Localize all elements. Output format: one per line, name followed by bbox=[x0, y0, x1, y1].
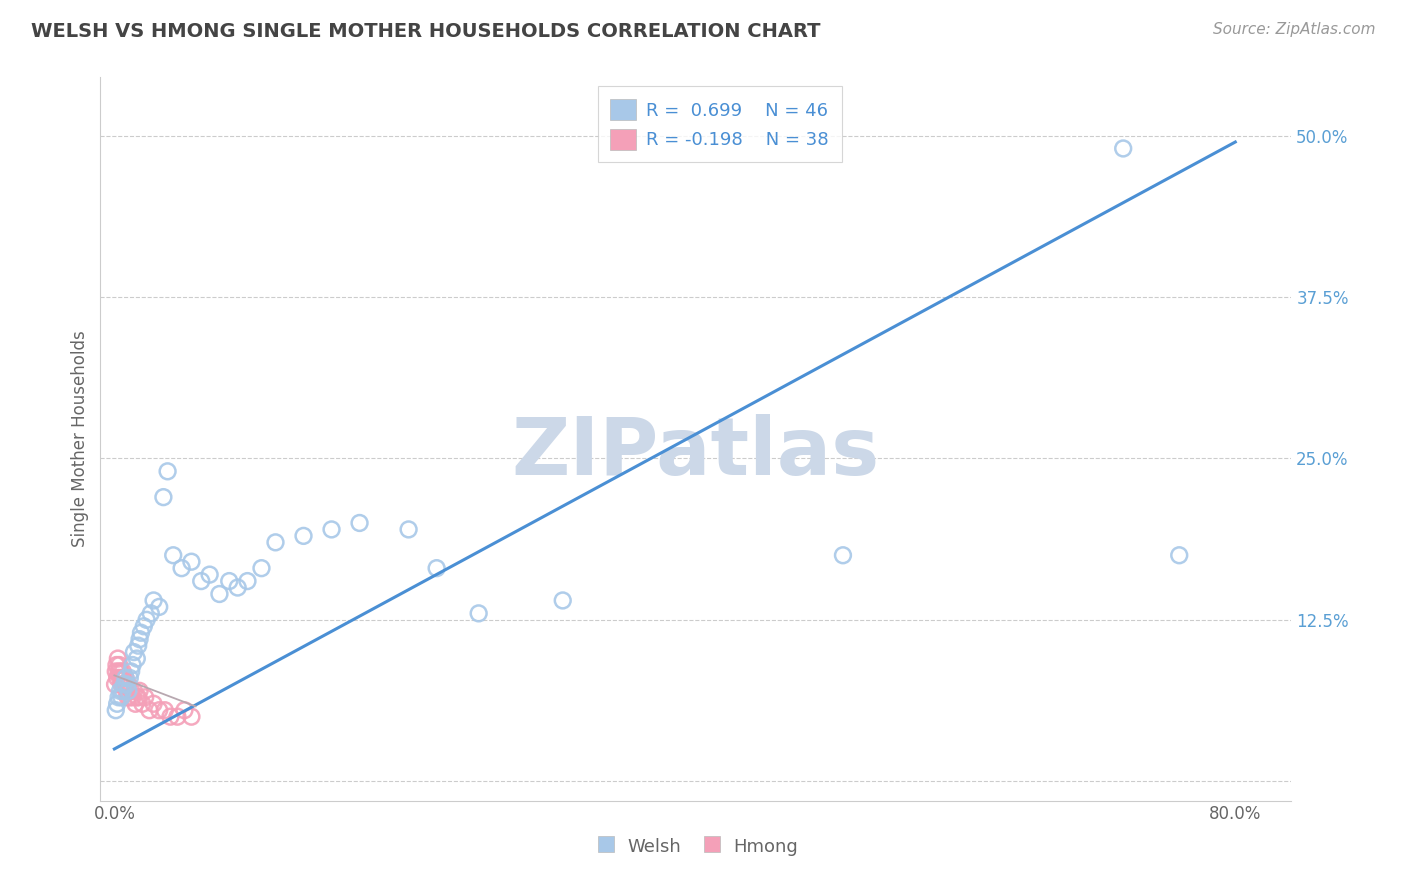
Point bbox=[105, 671, 128, 685]
Point bbox=[108, 658, 131, 673]
Point bbox=[190, 574, 212, 588]
Point bbox=[112, 677, 135, 691]
Point bbox=[118, 690, 141, 705]
Point bbox=[121, 658, 143, 673]
Point bbox=[125, 651, 148, 665]
Point bbox=[180, 555, 202, 569]
Point bbox=[128, 683, 150, 698]
Point bbox=[142, 593, 165, 607]
Point bbox=[114, 671, 136, 685]
Point bbox=[105, 697, 128, 711]
Point bbox=[104, 703, 127, 717]
Point bbox=[226, 581, 249, 595]
Point bbox=[426, 561, 449, 575]
Point bbox=[118, 671, 141, 685]
Y-axis label: Single Mother Households: Single Mother Households bbox=[72, 331, 89, 548]
Point bbox=[170, 561, 193, 575]
Point bbox=[105, 658, 128, 673]
Point bbox=[139, 607, 162, 621]
Point bbox=[208, 587, 231, 601]
Point bbox=[250, 561, 273, 575]
Point bbox=[107, 690, 129, 705]
Point bbox=[110, 677, 132, 691]
Point bbox=[110, 690, 132, 705]
Point bbox=[114, 677, 136, 691]
Point bbox=[112, 677, 135, 691]
Point bbox=[117, 677, 139, 691]
Point bbox=[120, 665, 142, 679]
Point bbox=[180, 709, 202, 723]
Point bbox=[104, 665, 127, 679]
Point bbox=[104, 677, 127, 691]
Point bbox=[129, 625, 152, 640]
Point bbox=[114, 671, 136, 685]
Point bbox=[198, 567, 221, 582]
Point bbox=[115, 677, 138, 691]
Point bbox=[112, 671, 135, 685]
Point bbox=[218, 574, 240, 588]
Point bbox=[117, 683, 139, 698]
Point bbox=[122, 683, 145, 698]
Point bbox=[162, 548, 184, 562]
Point bbox=[173, 703, 195, 717]
Point bbox=[121, 690, 143, 705]
Point bbox=[127, 639, 149, 653]
Point bbox=[111, 665, 134, 679]
Point bbox=[127, 690, 149, 705]
Point bbox=[292, 529, 315, 543]
Point bbox=[122, 645, 145, 659]
Point bbox=[117, 690, 139, 705]
Point bbox=[142, 697, 165, 711]
Point bbox=[108, 683, 131, 698]
Point bbox=[398, 523, 420, 537]
Point bbox=[321, 523, 343, 537]
Point bbox=[115, 683, 138, 698]
Point bbox=[132, 619, 155, 633]
Point bbox=[349, 516, 371, 530]
Point bbox=[153, 703, 176, 717]
Point bbox=[264, 535, 287, 549]
Point bbox=[551, 593, 574, 607]
Point bbox=[125, 690, 148, 705]
Point bbox=[110, 665, 132, 679]
Point bbox=[120, 683, 142, 698]
Point bbox=[148, 599, 170, 614]
Point bbox=[156, 464, 179, 478]
Point bbox=[832, 548, 855, 562]
Text: Source: ZipAtlas.com: Source: ZipAtlas.com bbox=[1212, 22, 1375, 37]
Point bbox=[128, 632, 150, 647]
Point bbox=[166, 709, 188, 723]
Legend: R =  0.699    N = 46, R = -0.198    N = 38: R = 0.699 N = 46, R = -0.198 N = 38 bbox=[598, 87, 842, 162]
Point bbox=[138, 703, 160, 717]
Point bbox=[159, 709, 181, 723]
Text: ZIPatlas: ZIPatlas bbox=[512, 415, 880, 492]
Point bbox=[1112, 141, 1135, 155]
Point bbox=[111, 683, 134, 698]
Point bbox=[152, 490, 174, 504]
Point bbox=[134, 690, 156, 705]
Text: WELSH VS HMONG SINGLE MOTHER HOUSEHOLDS CORRELATION CHART: WELSH VS HMONG SINGLE MOTHER HOUSEHOLDS … bbox=[31, 22, 821, 41]
Point bbox=[124, 697, 146, 711]
Point bbox=[111, 671, 134, 685]
Point bbox=[135, 613, 157, 627]
Point bbox=[467, 607, 489, 621]
Point bbox=[107, 665, 129, 679]
Point bbox=[236, 574, 259, 588]
Point bbox=[148, 703, 170, 717]
Point bbox=[1168, 548, 1191, 562]
Point bbox=[131, 697, 153, 711]
Point bbox=[115, 677, 138, 691]
Point bbox=[108, 671, 131, 685]
Point bbox=[107, 651, 129, 665]
